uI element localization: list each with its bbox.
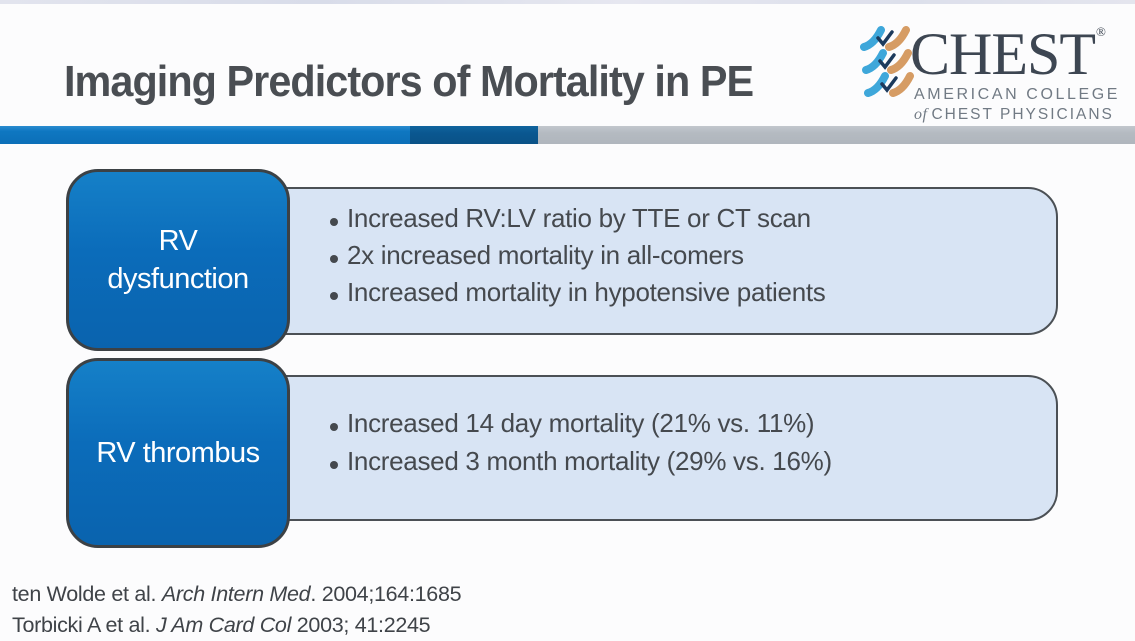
chest-wordmark: CHEST (910, 21, 1096, 87)
citation-authors: Torbicki A et al. (12, 613, 156, 637)
label-text-rv-dysfunction: RV dysfunction (107, 225, 249, 295)
bullet-text: 2x increased mortality in all-comers (347, 240, 744, 270)
bullet-icon (330, 423, 338, 431)
of-word: of (914, 106, 928, 123)
list-item: Increased mortality in hypotensive patie… (330, 277, 826, 314)
bullet-text: Increased mortality in hypotensive patie… (347, 277, 826, 307)
list-item: Increased RV:LV ratio by TTE or CT scan (330, 203, 825, 240)
divider-bar (0, 126, 1135, 144)
divider-segment-navy (410, 126, 538, 144)
list-item: Increased 3 month mortality (29% vs. 16%… (330, 446, 832, 484)
bullet-text: Increased 14 day mortality (21% vs. 11%) (347, 408, 815, 438)
label-box-rv-thrombus: RV thrombus (66, 358, 290, 548)
bullet-icon (330, 217, 338, 226)
citation-ref: . 2004;164:1685 (310, 582, 462, 606)
callout-panel-rv-thrombus (240, 375, 1058, 521)
logo-subtitle-line2: of CHEST PHYSICIANS (914, 106, 1114, 124)
label-box-rv-dysfunction: RV dysfunction (66, 169, 290, 351)
bullet-list-rv-thrombus: Increased 14 day mortality (21% vs. 11%)… (330, 408, 832, 484)
logo-subtitle-line2-rest: CHEST PHYSICIANS (931, 106, 1114, 123)
bullet-text: Increased 3 month mortality (29% vs. 16%… (347, 446, 832, 476)
list-item: 2x increased mortality in all-comers (330, 240, 825, 277)
journal-name: J Am Card Col (155, 613, 292, 637)
citation-ref: 2003; 41:2245 (291, 613, 431, 637)
divider-segment-blue (0, 126, 410, 144)
chest-wordmark-row: CHEST® (910, 22, 1106, 86)
citation-authors: ten Wolde et al. (12, 582, 162, 606)
bullet-list-rv-dysfunction: Increased RV:LV ratio by TTE or CT scan … (330, 203, 826, 314)
chest-chevrons-icon (860, 26, 914, 97)
page-title: Imaging Predictors of Mortality in PE (64, 57, 754, 106)
citation-line: ten Wolde et al. Arch Intern Med. 2004;1… (12, 579, 462, 610)
bullet-icon (330, 291, 338, 300)
bullet-text: Increased RV:LV ratio by TTE or CT scan (347, 203, 811, 233)
bullet-icon (330, 254, 338, 263)
chest-logo: CHEST® AMERICAN COLLEGE of CHEST PHYSICIA… (858, 22, 1128, 128)
divider-segment-gray (538, 126, 1135, 144)
label-text-rv-thrombus: RV thrombus (96, 437, 260, 469)
citation-line: Torbicki A et al. J Am Card Col 2003; 41… (12, 610, 461, 641)
callout-panel-rv-dysfunction (240, 187, 1058, 335)
list-item: Increased 14 day mortality (21% vs. 11%) (330, 408, 832, 446)
frame-edge-strip (0, 0, 1135, 4)
journal-name: Arch Intern Med (161, 582, 311, 606)
registered-trademark-icon: ® (1096, 24, 1106, 39)
logo-subtitle-line1: AMERICAN COLLEGE (914, 86, 1121, 103)
bullet-icon (330, 461, 338, 469)
